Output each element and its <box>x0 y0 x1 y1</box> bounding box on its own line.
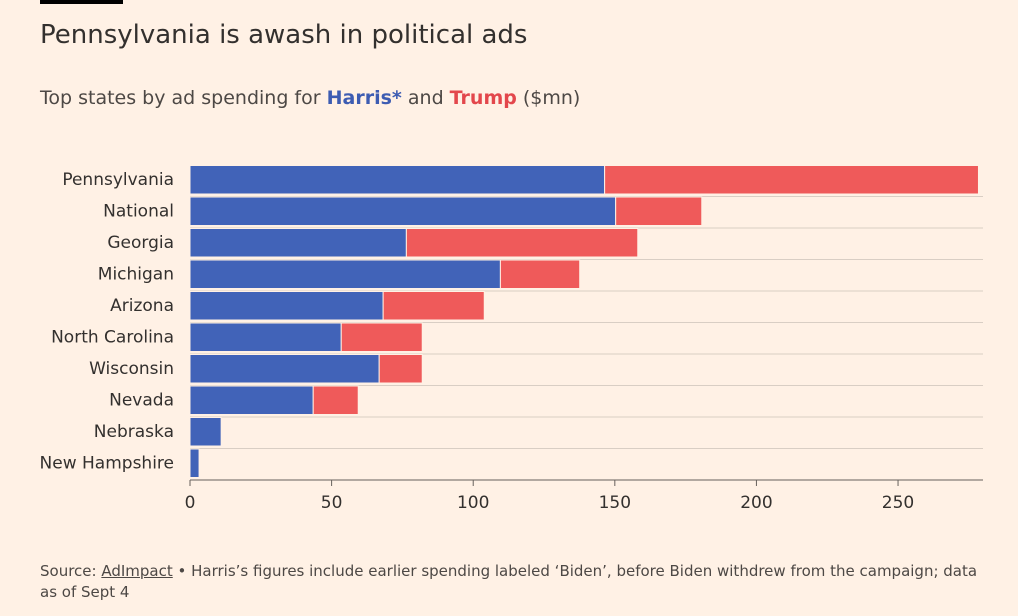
source-link[interactable]: AdImpact <box>101 562 173 580</box>
bar-segment <box>382 291 485 321</box>
chart-subtitle: Top states by ad spending for Harris* an… <box>40 87 580 109</box>
bar-segment <box>189 165 606 195</box>
bar-segment <box>189 259 501 289</box>
bar-segment <box>615 196 703 226</box>
subtitle-text: and <box>401 87 450 109</box>
y-tick-label: North Carolina <box>51 327 174 347</box>
x-tick-label: 0 <box>185 493 196 513</box>
bar-segment <box>405 228 639 258</box>
bar-segment <box>499 259 581 289</box>
bar-segment <box>604 165 979 195</box>
bar-segment <box>189 196 617 226</box>
y-tick-label: Georgia <box>107 233 174 253</box>
x-tick-label: 50 <box>321 493 343 513</box>
x-tick-label: 100 <box>457 493 489 513</box>
bar-segment <box>189 354 380 384</box>
bar-segment <box>378 354 423 384</box>
legend-trump: Trump <box>449 87 517 109</box>
subtitle-text: ($mn) <box>516 87 581 109</box>
bar-segment <box>189 291 384 321</box>
chart-title: Pennsylvania is awash in political ads <box>40 20 528 50</box>
source-label: Source: <box>40 562 102 580</box>
x-tick-label: 150 <box>599 493 631 513</box>
y-tick-label: New Hampshire <box>40 453 174 473</box>
bar-segment <box>189 385 314 415</box>
subtitle-text: Top states by ad spending for <box>40 87 327 109</box>
bar-segment <box>340 322 423 352</box>
source-note: Source: AdImpact • Harris’s figures incl… <box>40 561 990 603</box>
bar-segment <box>312 385 359 415</box>
x-tick-label: 250 <box>882 493 914 513</box>
y-tick-label: Pennsylvania <box>62 170 174 190</box>
source-text: • Harris’s figures include earlier spend… <box>40 562 982 601</box>
y-tick-label: Wisconsin <box>89 359 174 379</box>
y-tick-label: Michigan <box>98 264 174 284</box>
bar-segment <box>189 417 222 447</box>
top-bar <box>40 0 123 4</box>
bar-segment <box>189 448 200 478</box>
y-tick-label: Arizona <box>110 296 174 316</box>
y-tick-label: Nevada <box>109 390 174 410</box>
y-tick-label: National <box>103 201 174 221</box>
x-tick-label: 200 <box>740 493 772 513</box>
bar-segment <box>189 228 407 258</box>
chart: Pennsylvania National Georgia Michigan Arizo… <box>40 165 983 513</box>
bar-segment <box>189 322 342 352</box>
y-tick-label: Nebraska <box>94 422 174 442</box>
legend-harris: Harris* <box>326 87 402 109</box>
